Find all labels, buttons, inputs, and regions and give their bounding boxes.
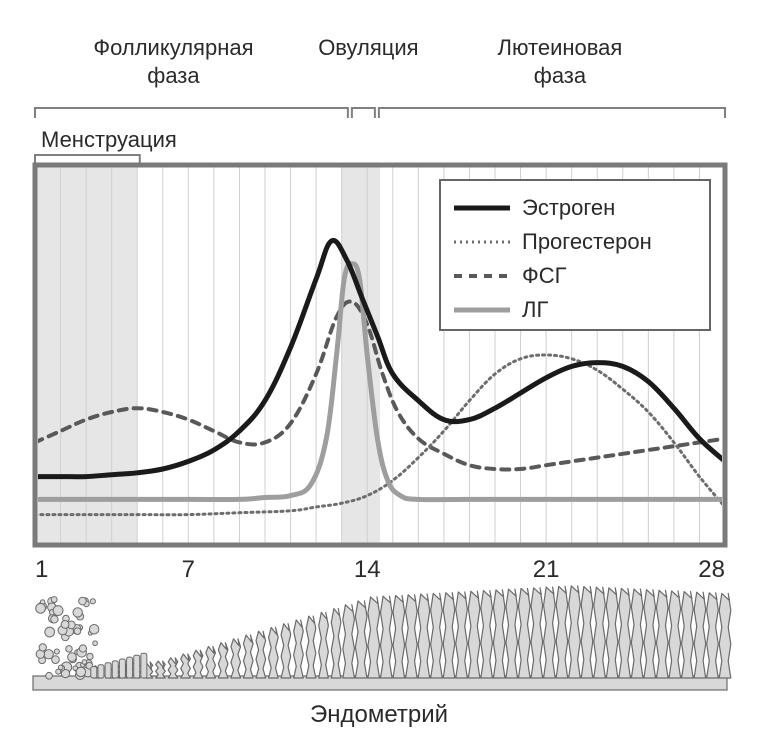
svg-text:фаза: фаза — [147, 63, 200, 88]
svg-text:Овуляция: Овуляция — [318, 35, 418, 60]
svg-text:Фолликулярная: Фолликулярная — [93, 35, 253, 60]
xtick-14: 14 — [354, 556, 381, 583]
ovulation-band — [342, 165, 380, 545]
xtick-7: 7 — [182, 556, 195, 583]
legend-label-progesterone: Прогестерон — [522, 229, 652, 254]
ovulation-label: Овуляция — [318, 35, 418, 60]
endometrium-label: Эндометрий — [310, 701, 448, 728]
xtick-28: 28 — [698, 556, 725, 583]
cycle-diagram: Фолликулярная фаза Овуляция Лютеиновая фаза М… — [0, 0, 758, 738]
legend-label-fsh: ФСГ — [522, 263, 567, 288]
svg-text:Лютеиновая: Лютеиновая — [498, 35, 623, 60]
follicular-bracket — [35, 108, 348, 118]
follicular-label: Фолликулярная фаза — [93, 35, 253, 88]
menstruation-label: Менструация — [41, 127, 177, 152]
xtick-21: 21 — [533, 556, 560, 583]
ovulation-bracket — [352, 108, 375, 118]
luteal-bracket — [379, 108, 725, 118]
luteal-label: Лютеиновая фаза — [498, 35, 623, 88]
legend-label-estrogen: Эстроген — [522, 195, 615, 220]
legend-label-lh: ЛГ — [522, 297, 548, 322]
endometrium-illustration — [33, 586, 731, 690]
menstruation-bracket — [35, 155, 140, 163]
xtick-1: 1 — [35, 556, 48, 583]
svg-text:фаза: фаза — [534, 63, 587, 88]
